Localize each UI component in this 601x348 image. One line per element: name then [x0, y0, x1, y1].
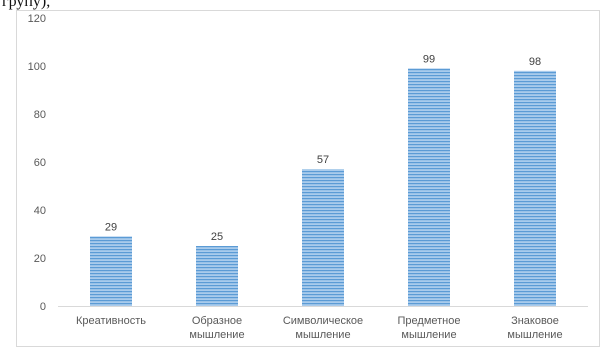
bar [90, 236, 132, 306]
bar [514, 70, 556, 306]
y-tick-label: 100 [28, 61, 46, 73]
y-tick-label: 120 [28, 13, 46, 25]
header-fragment: групу), [2, 0, 50, 10]
bar [196, 246, 238, 306]
category-label-line: Символическое [283, 315, 363, 327]
category-label: Предметное мышление [398, 315, 461, 341]
category-label-line: мышление [507, 329, 562, 341]
category-label: Креативность [76, 315, 146, 327]
data-labels-group: 29 25 57 99 98 [105, 53, 541, 243]
category-label-line: Знаковое [511, 315, 559, 327]
data-label: 98 [529, 56, 541, 68]
category-label: Знаковое мышление [507, 315, 562, 341]
bars-group [90, 68, 556, 307]
y-tick-label: 80 [34, 109, 46, 121]
data-label: 99 [423, 53, 435, 65]
y-axis-ticks: 0 20 40 60 80 100 120 [28, 13, 46, 313]
category-label: Образное мышление [189, 315, 244, 341]
bar [302, 169, 344, 306]
category-label-line: Образное [192, 315, 242, 327]
data-label: 57 [317, 154, 329, 166]
y-tick-label: 0 [40, 301, 46, 313]
chart-frame [16, 10, 600, 347]
category-label-line: Предметное [398, 315, 461, 327]
bar [408, 68, 450, 307]
category-label-line: мышление [189, 329, 244, 341]
data-label: 25 [211, 231, 223, 243]
category-label-line: Креативность [76, 315, 146, 327]
y-tick-label: 40 [34, 205, 46, 217]
y-tick-label: 60 [34, 157, 46, 169]
data-label: 29 [105, 221, 117, 233]
category-label-line: мышление [295, 329, 350, 341]
category-label-line: мышление [401, 329, 456, 341]
category-label: Символическое мышление [283, 315, 363, 341]
category-labels-group: Креативность Образное мышлениеСимволическо… [76, 315, 563, 341]
y-tick-label: 20 [34, 253, 46, 265]
